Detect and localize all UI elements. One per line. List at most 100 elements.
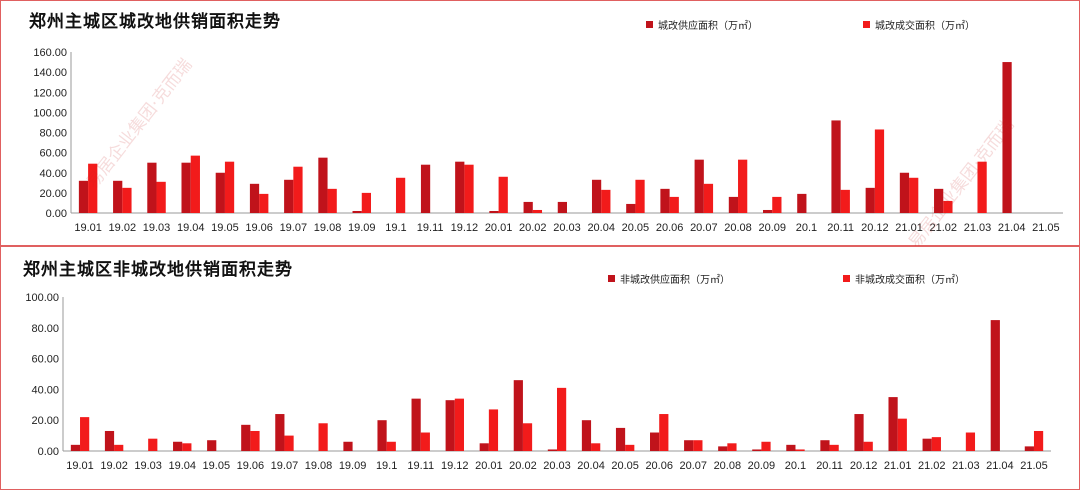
- bar-deal-20.06: [659, 414, 669, 451]
- bar-deal-19.06: [259, 193, 269, 213]
- bar-supply-21.02: [934, 188, 944, 213]
- bar-supply-19.01: [78, 180, 89, 213]
- x-tick-label: 19.04: [177, 222, 205, 234]
- bar-deal-19.09: [361, 192, 371, 214]
- x-tick-label: 20.11: [816, 460, 843, 472]
- bar-deal-19.04: [190, 155, 200, 213]
- x-tick-label: 20.04: [577, 460, 605, 472]
- bar-supply-20.1: [797, 193, 807, 213]
- bar-deal-21.05: [1033, 430, 1044, 451]
- x-tick-label: 20.01: [485, 222, 513, 234]
- bar-supply-20.09: [752, 449, 762, 451]
- bar-supply-21.01: [899, 172, 910, 213]
- bar-deal-19.08: [318, 423, 328, 451]
- bar-supply-19.05: [215, 172, 225, 213]
- bar-deal-19.02: [122, 187, 132, 213]
- y-tick-label: 160.00: [33, 47, 67, 59]
- y-tick-label: 20.00: [39, 188, 67, 200]
- legend-label: 非城改供应面积（万㎡）: [620, 275, 730, 286]
- x-tick-label: 19.06: [237, 460, 265, 472]
- legend-swatch: [608, 275, 615, 282]
- x-tick-label: 19.11: [407, 460, 434, 472]
- y-tick-label: 0.00: [46, 208, 67, 220]
- bar-supply-19.06: [249, 183, 260, 213]
- bar-supply-20.08: [718, 446, 728, 451]
- y-tick-label: 120.00: [33, 87, 67, 99]
- x-tick-label: 19.05: [203, 460, 231, 472]
- bar-supply-21.02: [922, 438, 932, 451]
- bar-deal-19.03: [156, 181, 166, 213]
- bar-deal-19.12: [454, 398, 464, 451]
- x-tick-label: 20.05: [611, 460, 639, 472]
- x-tick-label: 19.05: [211, 222, 239, 234]
- chart-panel-1: 郑州主城区城改地供销面积走势 城改供应面积（万㎡） 城改成交面积（万㎡） 0.0…: [0, 0, 1080, 252]
- bar-deal-21.03: [977, 161, 987, 213]
- legend-swatch: [843, 275, 850, 282]
- bar-deal-20.09: [772, 196, 782, 213]
- legend-item-supply: 非城改供应面积（万㎡）: [608, 271, 730, 286]
- bar-supply-19.07: [275, 414, 285, 451]
- bar-supply-20.09: [763, 209, 773, 213]
- bar-deal-19.05: [224, 161, 235, 213]
- bar-deal-20.05: [625, 444, 635, 451]
- bar-deal-20.01: [498, 176, 508, 213]
- legend-label: 非城改成交面积（万㎡）: [855, 275, 965, 286]
- x-tick-label: 19.09: [348, 222, 376, 234]
- y-tick-label: 40.00: [39, 168, 67, 180]
- bar-supply-20.1: [786, 444, 796, 451]
- y-tick-label: 100.00: [33, 107, 67, 119]
- x-tick-label: 19.12: [441, 460, 469, 472]
- bar-deal-19.01: [80, 417, 90, 451]
- bar-deal-19.03: [148, 438, 158, 451]
- x-tick-label: 19.11: [417, 222, 444, 234]
- bar-supply-20.03: [557, 201, 567, 213]
- bar-supply-20.05: [626, 203, 636, 213]
- bar-supply-19.1: [377, 420, 387, 451]
- bar-deal-19.04: [182, 443, 192, 451]
- y-tick-label: 20.00: [31, 415, 59, 427]
- x-tick-label: 20.1: [796, 222, 817, 234]
- bar-supply-19.05: [207, 440, 217, 451]
- bar-deal-20.05: [635, 179, 645, 213]
- legend-label: 城改供应面积（万㎡）: [658, 21, 758, 32]
- x-tick-label: 19.1: [385, 222, 406, 234]
- x-tick-label: 20.07: [680, 460, 708, 472]
- x-tick-label: 19.04: [168, 460, 196, 472]
- x-tick-label: 20.03: [553, 222, 581, 234]
- x-tick-label: 21.05: [1020, 460, 1048, 472]
- bar-deal-20.11: [829, 444, 839, 451]
- bar-supply-20.07: [694, 159, 704, 213]
- chart-title: 郑州主城区非城改地供销面积走势: [23, 260, 293, 280]
- bar-deal-21.01: [897, 418, 907, 451]
- chart-title: 郑州主城区城改地供销面积走势: [29, 12, 281, 32]
- bar-deal-21.03: [965, 432, 976, 451]
- bar-supply-19.11: [411, 398, 421, 451]
- bar-supply-20.12: [865, 187, 875, 213]
- x-tick-label: 20.03: [543, 460, 571, 472]
- x-tick-label: 19.02: [109, 222, 137, 234]
- bar-deal-19.1: [386, 441, 396, 451]
- bar-deal-20.09: [761, 441, 771, 451]
- bar-supply-20.11: [831, 120, 841, 213]
- x-tick-label: 19.02: [100, 460, 128, 472]
- bar-deal-20.04: [601, 189, 611, 213]
- bar-deal-20.12: [874, 129, 885, 213]
- bar-supply-19.09: [352, 210, 362, 213]
- bar-supply-20.01: [479, 443, 489, 451]
- x-tick-label: 19.12: [451, 222, 479, 234]
- bar-deal-19.08: [327, 188, 337, 213]
- x-tick-label: 20.01: [475, 460, 503, 472]
- legend-item-deal: 非城改成交面积（万㎡）: [843, 271, 965, 286]
- x-tick-label: 20.09: [748, 460, 776, 472]
- x-tick-label: 21.03: [952, 460, 980, 472]
- bar-supply-21.01: [888, 397, 898, 451]
- bar-supply-19.02: [113, 180, 123, 213]
- y-tick-label: 100.00: [25, 292, 59, 304]
- x-tick-label: 19.06: [245, 222, 273, 234]
- bar-deal-19.01: [88, 163, 98, 213]
- bar-deal-21.01: [909, 177, 919, 213]
- x-tick-label: 20.06: [645, 460, 673, 472]
- x-tick-label: 19.07: [280, 222, 308, 234]
- x-tick-label: 19.01: [74, 222, 102, 234]
- bar-supply-19.11: [420, 164, 431, 213]
